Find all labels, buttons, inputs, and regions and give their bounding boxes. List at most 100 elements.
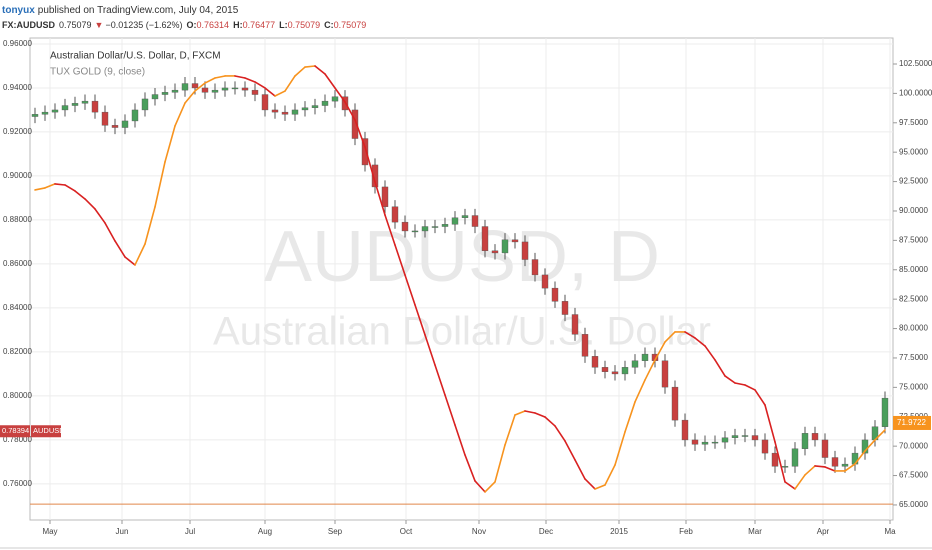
indicator-segment — [284, 75, 296, 92]
symbol: FX:AUDUSD — [2, 20, 55, 30]
indicator-segment — [64, 184, 76, 192]
y2-tick-label: 85.0000 — [899, 265, 928, 274]
indicator-segment — [734, 382, 746, 386]
x-tick-label: Feb — [679, 527, 693, 536]
candle-body — [591, 356, 599, 368]
indicator-segment — [654, 341, 666, 361]
candle-body — [371, 164, 379, 188]
candle-body — [641, 353, 649, 361]
indicator-segment — [644, 359, 656, 381]
candle-body — [81, 100, 89, 104]
indicator-segment — [774, 441, 786, 483]
indicator-segment — [254, 81, 266, 89]
candle-body — [181, 83, 189, 91]
indicator-segment — [544, 416, 556, 427]
indicator-segment — [334, 87, 346, 103]
y2-tick-label: 87.5000 — [899, 235, 928, 244]
candle-body — [31, 114, 39, 117]
candle-body — [241, 87, 249, 91]
indicator-segment — [764, 404, 776, 443]
x-tick-label: Jul — [185, 527, 195, 536]
y-tick-label: 0.94000 — [3, 83, 32, 92]
candle-body — [671, 386, 679, 421]
indicator-segment — [54, 183, 66, 186]
candle-body — [71, 103, 79, 106]
indicator-segment — [874, 429, 886, 441]
y2-tick-label: 92.5000 — [899, 177, 928, 186]
y2-tick-label: 75.0000 — [899, 382, 928, 391]
candle-body — [191, 83, 199, 89]
indicator-segment — [174, 102, 186, 127]
candle-body — [351, 109, 359, 139]
candle-body — [691, 439, 699, 445]
indicator-segment — [784, 481, 796, 490]
candle-body — [451, 217, 459, 225]
indicator-segment — [154, 161, 166, 208]
candle-body — [441, 224, 449, 227]
candle-body — [611, 371, 619, 375]
y2-tick-label: 97.5000 — [899, 118, 928, 127]
watermark-symbol: AUDUSD, D — [264, 217, 660, 297]
indicator-segment — [824, 466, 836, 472]
x-tick-label: 2015 — [610, 527, 628, 536]
indicator-segment — [74, 190, 86, 200]
indicator-segment — [854, 450, 866, 465]
candle-body — [881, 397, 889, 427]
candle-body — [41, 111, 49, 115]
last-price: 0.75079 — [59, 20, 92, 30]
indicator-segment — [614, 431, 626, 466]
indicator-segment — [314, 65, 326, 75]
x-tick-label: Sep — [328, 527, 343, 536]
candle-body — [61, 105, 69, 111]
candle-body — [231, 87, 239, 90]
quote-line: FX:AUDUSD 0.75079 ▼ −0.01235 (−1.62%) O:0.76… — [2, 20, 366, 30]
indicator-segment — [684, 331, 696, 339]
candle-body — [541, 274, 549, 289]
candle-body — [711, 441, 719, 444]
y2-tick-label: 90.0000 — [899, 206, 928, 215]
indicator-segment — [634, 379, 646, 403]
y2-tick-label: 80.0000 — [899, 324, 928, 333]
price-marker-label: AUDUSD — [33, 426, 65, 435]
indicator-segment — [354, 119, 366, 148]
indicator-segment — [184, 90, 196, 104]
y-tick-label: 0.92000 — [3, 127, 32, 136]
candle-body — [481, 226, 489, 251]
candle-body — [521, 241, 529, 260]
indicator-segment — [114, 240, 126, 258]
watermark-name: Australian Dollar/U.S. Dollar — [213, 310, 711, 354]
indicator-segment — [454, 424, 466, 456]
candle-body — [51, 109, 59, 113]
indicator-segment — [384, 214, 396, 246]
candle-body — [321, 100, 329, 106]
indicator-segment — [294, 66, 306, 77]
indicator-segment — [344, 101, 356, 121]
indicator-segment — [274, 90, 286, 97]
candle-body — [501, 239, 509, 254]
y2-tick-label: 77.5000 — [899, 353, 928, 362]
x-tick-label: Oct — [400, 527, 413, 536]
indicator-segment — [234, 75, 246, 79]
candle-body — [111, 125, 119, 128]
legend-indicator: TUX GOLD (9, close) — [50, 67, 145, 78]
author: tonyux — [2, 5, 35, 16]
candle-body — [141, 98, 149, 111]
candle-body — [411, 230, 419, 233]
indicator-segment — [744, 384, 756, 391]
indicator-segment — [204, 77, 216, 84]
candle-body — [311, 105, 319, 108]
indicator-segment — [144, 206, 156, 245]
indicator-segment — [194, 82, 206, 92]
x-tick-label: Ma — [884, 527, 896, 536]
indicator-segment — [494, 444, 506, 483]
candle-body — [211, 89, 219, 93]
header-line: tonyux published on TradingView.com, July… — [2, 5, 239, 16]
candle-body — [151, 94, 159, 100]
candle-body — [171, 89, 179, 93]
high-value: 0.76477 — [243, 20, 276, 30]
candle-body — [781, 466, 789, 468]
indicator-segment — [134, 243, 146, 266]
candle-body — [811, 433, 819, 441]
indicator-segment — [554, 425, 566, 442]
